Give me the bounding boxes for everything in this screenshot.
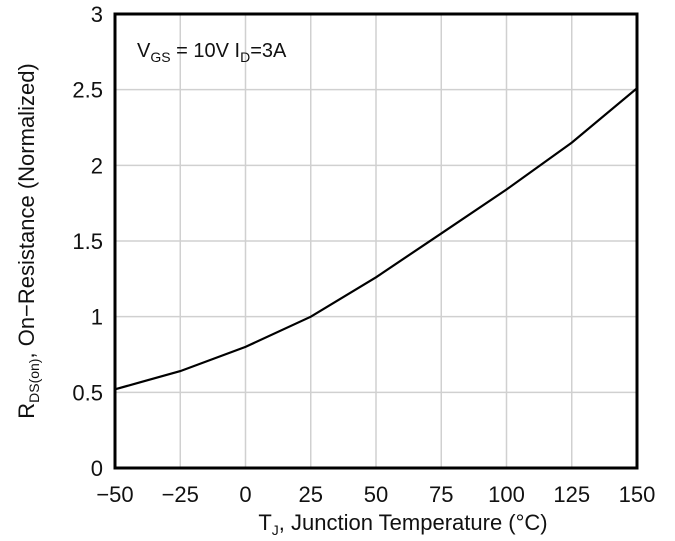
y-tick-label: 2 [91, 153, 103, 178]
condition-annotation: VGS = 10V ID=3A [137, 40, 287, 65]
y-tick-label: 1 [91, 305, 103, 330]
y-tick-label: 3 [91, 2, 103, 27]
y-tick-labels: 0 0.5 1 1.5 2 2.5 3 [72, 2, 103, 481]
y-tick-label: 0 [91, 456, 103, 481]
x-tick-label: 25 [299, 482, 323, 507]
grid-lines [115, 14, 637, 468]
y-tick-label: 0.5 [72, 380, 103, 405]
x-tick-label: 150 [619, 482, 656, 507]
x-tick-label: 0 [239, 482, 251, 507]
x-tick-label: 100 [488, 482, 525, 507]
x-tick-label: −25 [162, 482, 199, 507]
x-tick-label: −50 [96, 482, 133, 507]
x-tick-label: 75 [429, 482, 453, 507]
x-tick-label: 125 [553, 482, 590, 507]
plot-frame [113, 12, 639, 470]
y-tick-label: 1.5 [72, 229, 103, 254]
y-tick-label: 2.5 [72, 78, 103, 103]
x-tick-labels: −50 −25 0 25 50 75 100 125 150 [96, 482, 655, 507]
x-tick-label: 50 [364, 482, 388, 507]
y-axis-title: RDS(on), On−Resistance (Normalized) [14, 63, 42, 419]
resistance-curve [114, 87, 638, 391]
x-axis-title: TJ, Junction Temperature (°C) [258, 510, 547, 538]
